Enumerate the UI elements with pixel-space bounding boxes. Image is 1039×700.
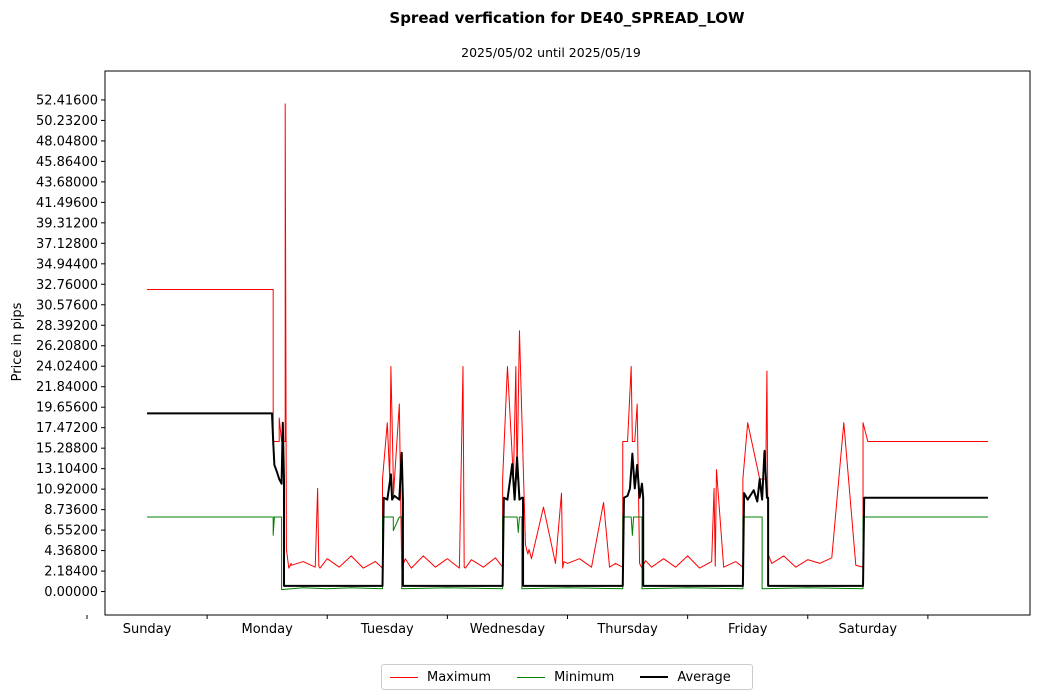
- series-line-average: [147, 412, 988, 587]
- chart-subtitle: 2025/05/02 until 2025/05/19: [461, 45, 641, 60]
- y-tick-label: 28.39200: [36, 319, 98, 334]
- legend-swatch-minimum: [517, 676, 546, 678]
- legend-label-maximum: Maximum: [427, 669, 492, 685]
- legend-swatch-average: [640, 676, 669, 678]
- y-tick-label: 41.49600: [36, 196, 98, 211]
- y-tick-label: 10.92000: [36, 483, 98, 498]
- y-tick-label: 48.04800: [36, 134, 98, 149]
- x-tick-label: Wednesday: [470, 622, 546, 637]
- y-tick-label: 4.36800: [44, 544, 98, 559]
- y-tick-label: 17.47200: [36, 421, 98, 436]
- series-line-maximum: [147, 103, 988, 570]
- x-axis-ticks: Sunday Monday Tuesday Wednesday Thursday Frid…: [86, 615, 929, 637]
- y-tick-label: 2.18400: [44, 565, 98, 580]
- y-tick-label: 30.57600: [36, 298, 98, 313]
- y-tick-label: 45.86400: [36, 155, 98, 170]
- legend-item-minimum: Minimum: [517, 670, 614, 685]
- legend-swatch-maximum: [390, 676, 418, 678]
- x-tick-label: Saturday: [839, 622, 898, 637]
- chart-title: Spread verfication for DE40_SPREAD_LOW: [389, 9, 745, 27]
- legend-label-minimum: Minimum: [554, 669, 615, 685]
- y-tick-label: 24.02400: [36, 360, 98, 375]
- y-tick-label: 15.28800: [36, 442, 98, 457]
- y-tick-label: 43.68000: [36, 175, 98, 190]
- y-tick-label: 13.10400: [36, 462, 98, 477]
- x-tick-label: Sunday: [123, 622, 172, 637]
- y-tick-label: 26.20800: [36, 339, 98, 354]
- legend-label-average: Average: [677, 669, 731, 685]
- x-tick-label: Tuesday: [360, 622, 414, 637]
- legend: Maximum Minimum Average: [381, 664, 753, 690]
- y-tick-label: 21.84000: [36, 380, 98, 395]
- x-tick-label: Monday: [242, 622, 294, 637]
- y-axis-ticks: 0.00000 2.18400 4.36800 6.55200 8.73600 10.92…: [36, 93, 105, 600]
- y-tick-label: 6.55200: [44, 524, 98, 539]
- y-axis-label: Price in pips: [10, 302, 25, 381]
- series-layer: [147, 103, 988, 591]
- y-tick-label: 8.73600: [44, 503, 98, 518]
- y-tick-label: 34.94400: [36, 257, 98, 272]
- x-tick-label: Thursday: [596, 622, 658, 637]
- series-line-minimum: [147, 516, 988, 591]
- y-tick-label: 52.41600: [36, 93, 98, 108]
- y-tick-label: 50.23200: [36, 114, 98, 129]
- y-tick-label: 37.12800: [36, 237, 98, 252]
- y-tick-label: 0.00000: [44, 585, 98, 600]
- legend-item-maximum: Maximum: [390, 670, 491, 685]
- y-tick-label: 39.31200: [36, 216, 98, 231]
- x-tick-label: Friday: [728, 622, 768, 637]
- y-tick-label: 32.76000: [36, 278, 98, 293]
- y-tick-label: 19.65600: [36, 401, 98, 416]
- plot-area-frame: [104, 70, 1031, 616]
- legend-item-average: Average: [640, 669, 731, 685]
